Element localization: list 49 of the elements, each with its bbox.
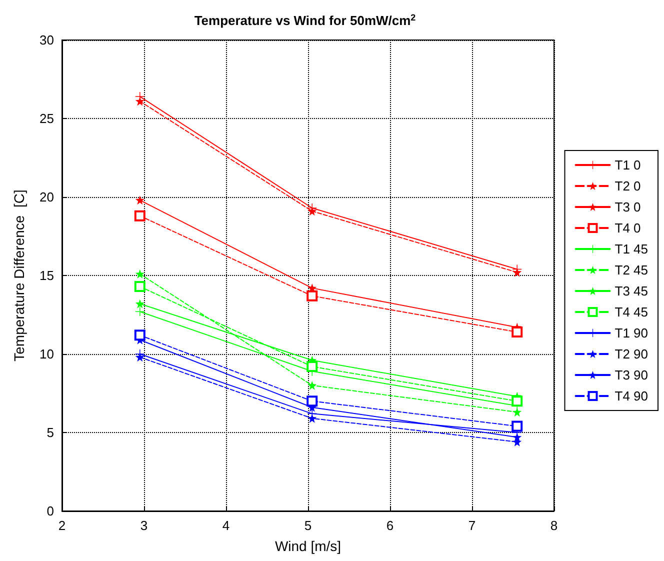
y-tick-label: 30	[40, 32, 54, 48]
legend-label: T2 0	[614, 178, 641, 194]
legend-label: T3 0	[614, 200, 641, 214]
point	[512, 408, 522, 417]
point	[308, 206, 317, 216]
point	[512, 396, 523, 407]
x-tick-label: 4	[222, 518, 230, 533]
x-tick-label: 8	[550, 518, 558, 533]
point	[134, 280, 146, 292]
y-axis-title: Temperature Difference [C]	[11, 190, 27, 362]
y-tick-label: 10	[40, 346, 54, 362]
x-tick-label: 7	[468, 518, 476, 533]
point	[512, 268, 522, 277]
legend-label: T4 90	[614, 388, 648, 404]
point	[134, 330, 146, 341]
point	[135, 307, 144, 316]
y-tick-label: 5	[46, 425, 54, 440]
legend-label: T3 45	[614, 284, 648, 298]
y-tick-label: 25	[40, 111, 54, 126]
x-tick-label: 3	[140, 518, 148, 533]
legend-label: T4 0	[614, 220, 641, 236]
legend-label: T2 90	[614, 346, 648, 362]
y-tick-label: 20	[40, 190, 54, 204]
x-axis-title: Wind [m/s]	[274, 538, 342, 554]
point	[306, 396, 318, 407]
point	[135, 299, 144, 308]
point	[306, 361, 318, 372]
point	[308, 414, 317, 423]
x-tick-label: 6	[386, 518, 394, 533]
point	[135, 269, 144, 278]
x-tick-label: 5	[304, 518, 312, 533]
legend-label: T2 45	[614, 262, 648, 278]
point	[135, 352, 144, 362]
point	[135, 96, 144, 106]
point	[308, 380, 317, 390]
y-tick-label: 0	[46, 504, 54, 518]
legend-label: T3 90	[614, 368, 648, 382]
x-tick-label: 2	[58, 518, 66, 533]
y-tick-label: 15	[40, 268, 54, 283]
legend-label: T1 90	[614, 326, 648, 340]
point	[306, 290, 318, 302]
legend-label: T4 45	[614, 304, 648, 320]
point	[512, 432, 522, 442]
point	[134, 210, 146, 222]
point	[135, 196, 144, 205]
legend-label: T1 45	[614, 242, 648, 256]
point	[512, 420, 523, 432]
point	[512, 326, 523, 338]
legend-label: T1 0	[614, 158, 641, 172]
